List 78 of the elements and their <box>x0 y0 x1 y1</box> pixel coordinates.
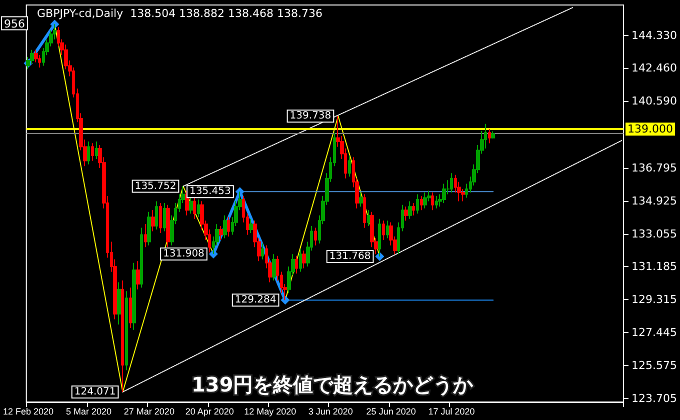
candlestick <box>132 262 136 330</box>
candlestick <box>359 192 363 208</box>
annotation: 956 <box>4 17 25 30</box>
candlestick <box>136 260 140 290</box>
candlestick <box>261 243 264 260</box>
candlestick <box>488 128 491 144</box>
y-tick-label: 133.055 <box>632 227 678 240</box>
candlestick <box>223 214 227 239</box>
candlestick <box>491 130 495 139</box>
candlestick <box>420 196 423 211</box>
y-tick-label: 136.795 <box>632 161 678 174</box>
y-tick-label: 144.330 <box>632 28 678 42</box>
candlestick <box>435 196 438 209</box>
data-label: 135.453 <box>190 186 231 198</box>
candlestick <box>166 204 170 248</box>
y-tick-label: 123.705 <box>632 392 678 405</box>
candlestick <box>249 218 253 234</box>
data-label: 124.071 <box>74 386 116 398</box>
data-label: 131.908 <box>163 248 204 260</box>
candlestick <box>442 183 446 204</box>
candlestick <box>431 192 434 211</box>
candlestick <box>155 200 158 230</box>
candlestick <box>193 197 196 220</box>
candlestick <box>219 225 223 241</box>
candlestick <box>121 280 124 392</box>
candlestick <box>140 227 143 288</box>
data-label: 131.768 <box>329 250 371 262</box>
x-tick-label: 25 Jun 2020 <box>366 406 416 416</box>
candlestick <box>299 248 302 272</box>
x-tick-label: 12 Feb 2020 <box>2 406 54 416</box>
data-label: 129.284 <box>234 294 276 306</box>
candlestick <box>367 210 370 226</box>
candlestick <box>416 194 419 214</box>
y-tick-label: 134.925 <box>632 194 678 208</box>
candlestick <box>363 194 366 228</box>
candlestick <box>412 202 415 216</box>
candlestick <box>95 140 98 160</box>
y-tick-label: 125.575 <box>632 358 678 372</box>
data-label: 139.738 <box>290 110 332 122</box>
candlestick <box>159 202 162 234</box>
candlestick <box>117 282 121 326</box>
candlestick <box>147 211 151 246</box>
candlestick <box>151 210 155 232</box>
x-tick-label: 27 Mar 2020 <box>124 406 174 416</box>
y-tick-label: 129.315 <box>632 293 678 306</box>
candlestick <box>404 206 408 222</box>
candlestick <box>144 224 147 248</box>
y-tick-label: 131.185 <box>632 260 678 274</box>
candlestick <box>423 192 427 209</box>
y-tick-label: 127.445 <box>632 326 678 340</box>
candlestick <box>302 250 306 269</box>
y-tick-label: 140.590 <box>632 94 678 108</box>
chart-title: GBPJPY-cd,Daily 138.504 138.882 138.468 138.736 <box>37 7 323 20</box>
candlestick <box>386 220 389 239</box>
candlestick <box>408 200 412 220</box>
candlestick <box>450 172 453 193</box>
candlestick <box>295 255 298 274</box>
candlestick <box>125 290 128 371</box>
candlestick <box>129 287 132 329</box>
data-label: 135.752 <box>134 180 176 192</box>
candlestick <box>348 155 351 178</box>
candlestick <box>227 216 230 238</box>
candlestick <box>91 142 94 162</box>
candlestick <box>87 140 90 165</box>
candlestick <box>382 220 385 241</box>
y-tick-label: 142.460 <box>632 62 678 75</box>
annotation: 139円を終値で超えるかどうか <box>192 372 474 396</box>
x-tick-label: 20 Apr 2020 <box>185 406 234 416</box>
candlestick <box>163 202 166 232</box>
candlestick <box>272 254 276 282</box>
candlestick <box>314 227 317 246</box>
x-tick-label: 17 Jul 2020 <box>428 406 475 416</box>
x-tick-label: 12 May 2020 <box>244 406 296 416</box>
ref-line-label: 139.000 <box>628 122 674 136</box>
candlestick <box>189 196 193 214</box>
x-tick-label: 5 Mar 2020 <box>66 406 112 416</box>
candlestick <box>197 199 200 218</box>
x-tick-label: 3 Jun 2020 <box>308 406 353 416</box>
